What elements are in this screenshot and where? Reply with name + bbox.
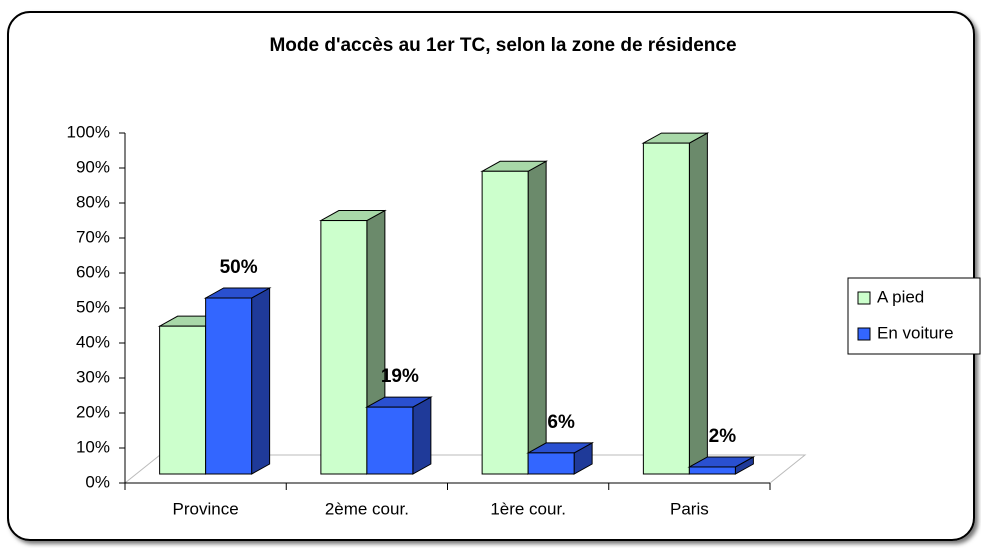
- bar-face: [205, 297, 253, 475]
- x-tick-label: 1ère cour.: [490, 499, 566, 518]
- x-tick-label: Paris: [670, 499, 709, 518]
- data-label: 2%: [709, 426, 737, 447]
- bar-face: [251, 287, 271, 475]
- bar-face: [320, 220, 368, 475]
- y-tick-label: 20%: [76, 402, 110, 421]
- x-tick-label: 2ème cour.: [325, 499, 409, 518]
- y-tick-label: 40%: [76, 332, 110, 351]
- y-tick-label: 30%: [76, 367, 110, 386]
- x-tick-label: Province: [173, 499, 239, 518]
- legend-swatch: [857, 327, 871, 341]
- bar: [526, 442, 595, 475]
- bar-face: [527, 452, 575, 475]
- bar: [203, 287, 272, 475]
- bar: [480, 160, 549, 475]
- bar: [687, 456, 756, 475]
- bar-face: [481, 170, 529, 475]
- data-label: 6%: [547, 412, 575, 433]
- y-tick-label: 90%: [76, 157, 110, 176]
- bar: [364, 396, 433, 475]
- legend-label: En voiture: [877, 323, 954, 342]
- data-label: 19%: [381, 366, 419, 387]
- y-tick-label: 10%: [76, 437, 110, 456]
- y-tick-label: 50%: [76, 297, 110, 316]
- bar: [318, 209, 387, 475]
- chart-title: Mode d'accès au 1er TC, selon la zone de…: [269, 35, 736, 56]
- bar-face: [159, 325, 207, 475]
- y-tick-label: 0%: [85, 472, 110, 491]
- bar: [641, 132, 710, 475]
- data-label: 50%: [220, 257, 258, 278]
- legend-swatch: [857, 291, 871, 305]
- bar-face: [527, 160, 547, 475]
- bar-face: [412, 396, 432, 475]
- bar-face: [688, 132, 708, 475]
- bar-face: [642, 142, 690, 475]
- bar-face: [688, 466, 736, 475]
- y-tick-label: 70%: [76, 227, 110, 246]
- y-tick-label: 80%: [76, 192, 110, 211]
- legend: [847, 277, 981, 355]
- legend-label: A pied: [877, 287, 924, 306]
- y-tick-label: 100%: [67, 122, 110, 141]
- y-tick-label: 60%: [76, 262, 110, 281]
- bar-face: [366, 406, 414, 475]
